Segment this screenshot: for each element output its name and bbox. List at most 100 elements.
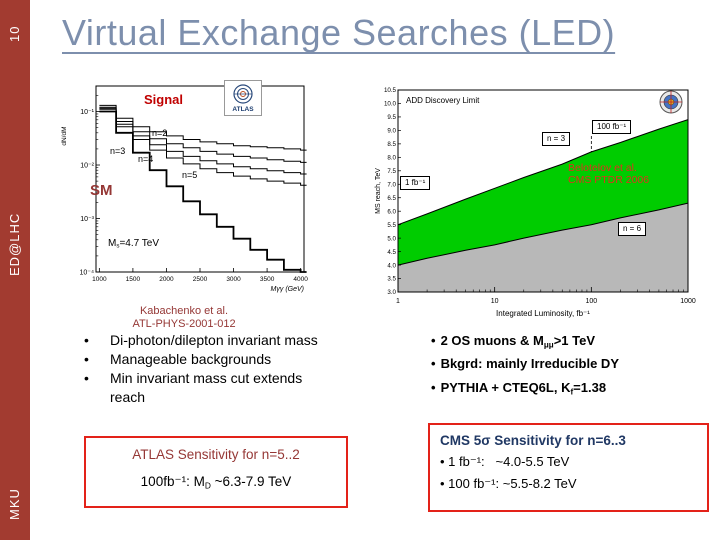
n6-limit-label: n = 6	[618, 222, 647, 236]
svg-text:5.0: 5.0	[387, 235, 396, 242]
bullet-icon: •	[84, 332, 89, 348]
svg-text:4.5: 4.5	[387, 249, 396, 256]
svg-text:10: 10	[491, 298, 499, 305]
svg-text:10.5: 10.5	[384, 87, 397, 94]
svg-text:1000: 1000	[92, 276, 107, 283]
cms-sensitivity-title: CMS 5σ Sensitivity for n=6..3	[440, 433, 626, 448]
svg-text:8.5: 8.5	[387, 141, 396, 148]
svg-text:3000: 3000	[226, 276, 241, 283]
svg-text:10⁻⁴: 10⁻⁴	[80, 270, 95, 277]
svg-text:3.5: 3.5	[387, 276, 396, 283]
atlas-plot-citation: Kabachenko et al. ATL-PHYS-2001-012	[58, 305, 310, 331]
cms-bullet-list: • 2 OS muons & Mμμ>1 TeV • Bkgrd: mainly I…	[431, 331, 711, 401]
bullet-icon: •	[431, 379, 436, 395]
svg-text:1: 1	[396, 298, 400, 305]
svg-text:9.5: 9.5	[387, 114, 396, 121]
atlas-sensitivity-box: ATLAS Sensitivity for n=5..2 100fb⁻¹: MD…	[84, 436, 348, 508]
svg-text:6.5: 6.5	[387, 195, 396, 202]
page-title: Virtual Exchange Searches (LED)	[62, 12, 616, 53]
list-item: • Di-photon/dilepton invariant mass	[84, 331, 339, 350]
text-pre: 2 OS muons & M	[440, 333, 544, 348]
sidebar-label-mku: MKU	[7, 488, 22, 520]
svg-text:5.5: 5.5	[387, 222, 396, 229]
curve-label-n5: n=5	[182, 170, 198, 180]
bullet-icon: •	[431, 333, 436, 348]
svg-text:2000: 2000	[159, 276, 174, 283]
svg-text:1500: 1500	[126, 276, 141, 283]
list-item: • Manageable backgrounds	[84, 350, 339, 369]
curve-label-n4: n=4	[138, 154, 154, 164]
ms-post: =4.7 TeV	[119, 238, 160, 249]
bullet-text: Bkgrd: mainly Irreducible DY	[441, 356, 619, 371]
ms-value-label: Ms=4.7 TeV	[108, 238, 159, 250]
svg-text:dN/dM: dN/dM	[61, 126, 68, 145]
atlas-logo: ATLAS	[224, 80, 262, 116]
curve-label-n2: n=2	[152, 128, 168, 138]
svg-text:2500: 2500	[193, 276, 208, 283]
list-item: • PYTHIA + CTEQ6L, Kf=1.38	[431, 378, 711, 401]
svg-text:MS reach, TeV: MS reach, TeV	[375, 168, 382, 214]
curve-label-n3: n=3	[110, 146, 126, 156]
n3-limit-label: n = 3	[542, 132, 571, 146]
svg-text:3.0: 3.0	[387, 289, 396, 296]
svg-text:1000: 1000	[680, 298, 696, 305]
list-item: • Bkgrd: mainly Irreducible DY	[431, 354, 711, 377]
text-post: =1.38	[573, 379, 607, 395]
lum-100fb-label: 100 fb⁻¹	[592, 120, 632, 134]
svg-text:4.0: 4.0	[387, 262, 396, 269]
cms-sensitivity-value-1fb: • 1 fb⁻¹: ~4.0-5.5 TeV	[440, 454, 570, 469]
svg-text:6.0: 6.0	[387, 208, 396, 215]
svg-text:10⁻¹: 10⁻¹	[80, 109, 94, 116]
text-sub: D	[204, 480, 211, 491]
svg-text:7.0: 7.0	[387, 181, 396, 188]
cms-sensitivity-value-100fb: • 100 fb⁻¹: ~5.5-8.2 TeV	[440, 476, 577, 491]
text-sub: f	[570, 386, 574, 396]
signal-label: Signal	[144, 92, 184, 107]
cms-plot-citation: Belotelov et al. CMS PTDR 2006	[568, 162, 649, 186]
text-post: >1 TeV	[553, 333, 596, 348]
cms-sensitivity-box: CMS 5σ Sensitivity for n=6..3 • 1 fb⁻¹: …	[428, 423, 709, 512]
cms-discovery-limit-plot: 3.0 3.5 4.0 4.5 5.0 5.5 6.0 6.5 7.0 7.5 8.0 8.5 9.0 9…	[372, 82, 707, 320]
svg-text:10⁻³: 10⁻³	[80, 216, 94, 223]
citation-line-2: CMS PTDR 2006	[568, 174, 650, 186]
bullet-icon: •	[84, 370, 89, 386]
lum-1fb-label: 1 fb⁻¹	[400, 176, 431, 190]
slide-number: 10	[7, 25, 22, 42]
svg-text:7.5: 7.5	[387, 168, 396, 175]
bullet-text: Min invariant mass cut extends reach	[110, 370, 303, 405]
citation-line-1: Belotelov et al.	[568, 162, 637, 174]
svg-text:9.0: 9.0	[387, 128, 396, 135]
svg-text:10.0: 10.0	[384, 101, 397, 108]
atlas-sensitivity-title: ATLAS Sensitivity for n=5..2	[132, 447, 300, 462]
atlas-bullet-list: • Di-photon/dilepton invariant mass • Ma…	[84, 331, 339, 407]
svg-text:4000: 4000	[293, 276, 308, 283]
bullet-text: PYTHIA + CTEQ6L, Kf=1.38	[440, 379, 607, 396]
svg-text:Mγγ (GeV): Mγγ (GeV)	[271, 286, 304, 293]
text-post: ~6.3-7.9 TeV	[210, 474, 292, 489]
text-sub: μμ	[543, 340, 554, 350]
ms-pre: M	[108, 238, 117, 249]
svg-text:8.0: 8.0	[387, 155, 396, 162]
atlas-logo-text: ATLAS	[232, 106, 254, 113]
text-pre: 100fb⁻¹: M	[140, 474, 205, 489]
svg-text:100: 100	[585, 298, 597, 305]
list-item: • 2 OS muons & Mμμ>1 TeV	[431, 331, 711, 354]
cms-logo	[659, 90, 683, 114]
sidebar-strip: 10 ED@LHC MKU	[0, 0, 30, 540]
svg-text:Integrated Luminosity, fb⁻¹: Integrated Luminosity, fb⁻¹	[496, 309, 590, 318]
bullet-text: 2 OS muons & Mμμ>1 TeV	[440, 333, 596, 350]
svg-text:10⁻²: 10⁻²	[80, 163, 94, 170]
sidebar-label-edlhc: ED@LHC	[7, 212, 22, 276]
bullet-icon: •	[84, 351, 89, 367]
bullet-icon: •	[431, 356, 436, 372]
sm-label: SM	[90, 182, 113, 199]
cms-discovery-limit-chart: 3.0 3.5 4.0 4.5 5.0 5.5 6.0 6.5 7.0 7.5 8.0 8.5 9.0 9…	[375, 87, 696, 318]
svg-text:3500: 3500	[260, 276, 275, 283]
text-pre: PYTHIA + CTEQ6L, K	[440, 379, 571, 395]
bullet-text: Di-photon/dilepton invariant mass	[110, 332, 318, 348]
list-item: • Min invariant mass cut extends reach	[84, 369, 339, 407]
ms-sub: s	[116, 242, 120, 250]
svg-text:ADD Discovery Limit: ADD Discovery Limit	[406, 96, 480, 105]
